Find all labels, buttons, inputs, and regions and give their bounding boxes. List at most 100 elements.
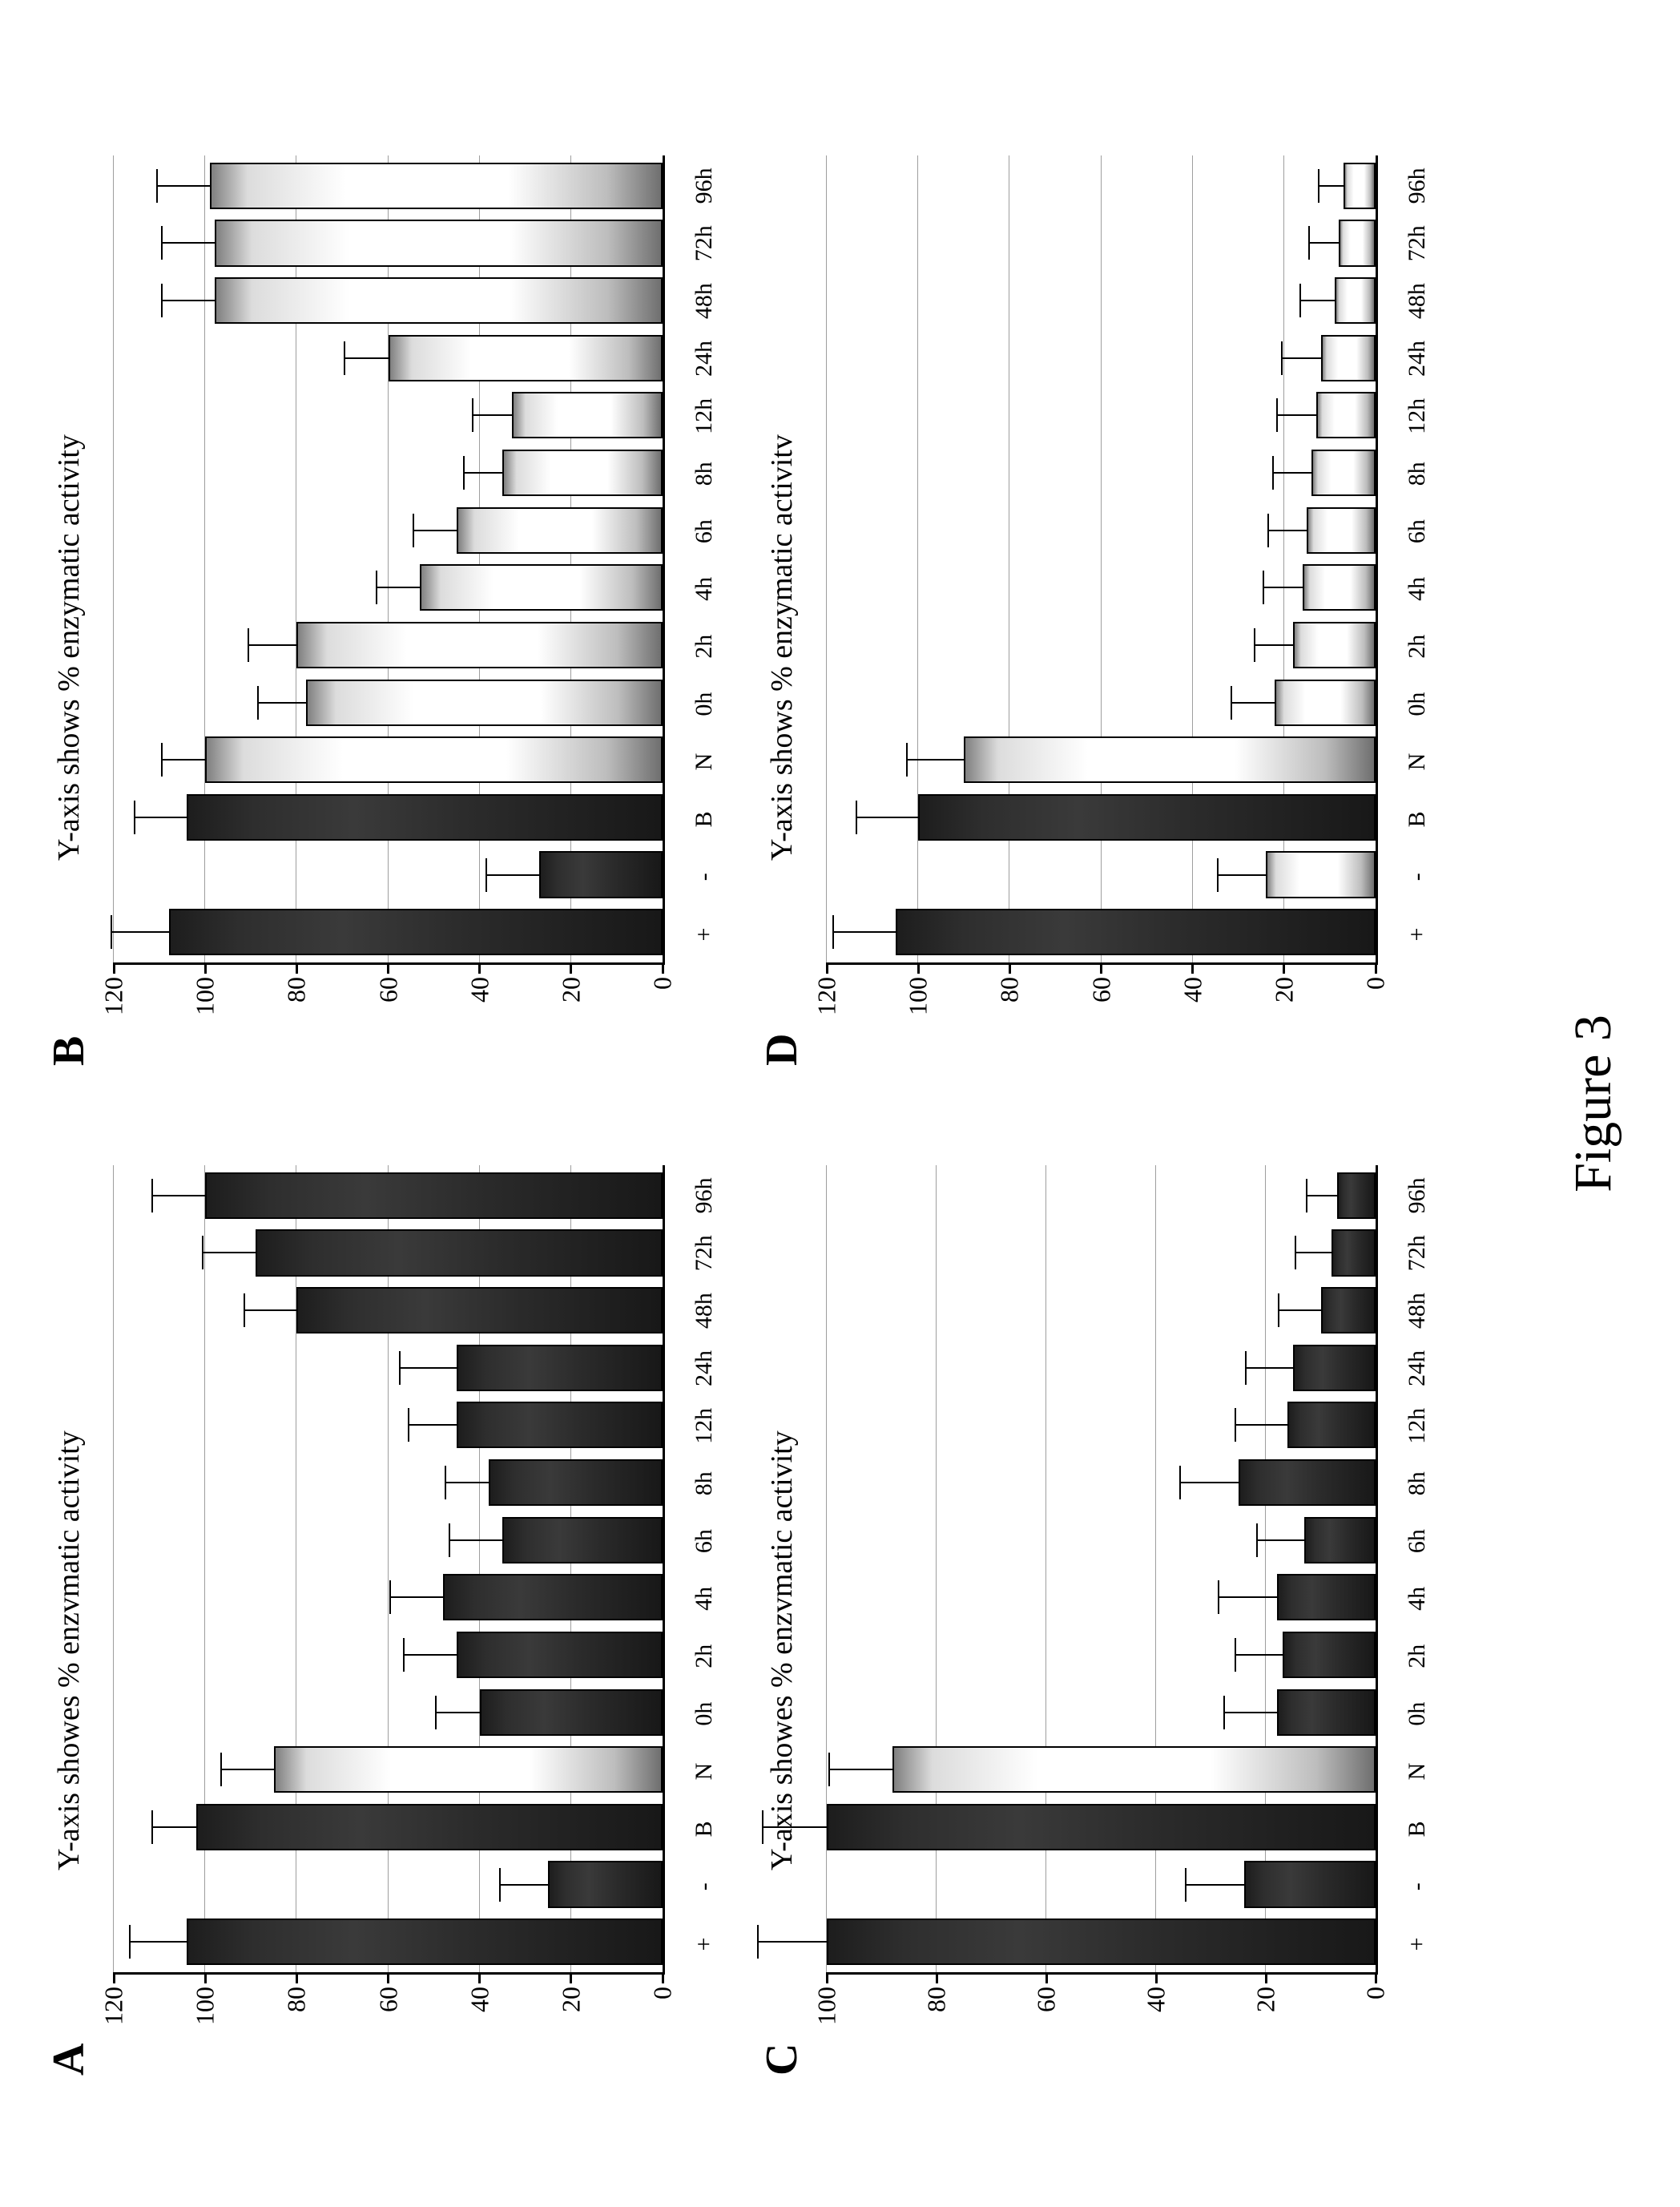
bar [296,1287,663,1333]
bar-slot [114,1283,663,1338]
y-tick [662,962,664,974]
y-tick-label: 20 [556,977,586,1035]
bar [187,794,663,841]
y-tick [387,962,389,974]
bar-slot [827,1800,1376,1854]
bar [256,1229,663,1276]
x-tick-label: 8h [1404,1456,1431,1511]
y-tick [1375,1972,1377,1983]
panel-letter: C [756,2044,808,2076]
x-tick-label: 72h [691,1226,718,1281]
bar [1321,1287,1376,1333]
bar-slot [114,503,663,558]
bar [1287,1402,1376,1448]
panel-B: BY-axis shows % enzymatic activity020406… [96,139,745,1053]
bar-slot [114,1685,663,1740]
bar-slot [827,1742,1376,1797]
bar [892,1746,1376,1793]
y-tick-label: 40 [1142,1987,1171,2044]
x-tick-label: - [691,849,718,904]
bar-slot [827,389,1376,443]
bar-slot [114,159,663,213]
bar-slot [114,1398,663,1453]
bar [1344,163,1376,209]
y-tick [296,1972,298,1983]
bar [205,1172,663,1219]
bar-slot [114,1858,663,1912]
figure-caption: Figure 3 [1563,0,1624,2207]
bar [1337,1172,1376,1219]
x-tick-label: 24h [1404,1342,1431,1396]
bar [210,163,663,209]
bar [457,507,663,554]
bar [420,564,663,611]
bar-slot [827,1398,1376,1453]
y-tick-label: 80 [995,977,1025,1035]
bar-slot [827,503,1376,558]
y-tick-label: 60 [373,1987,403,2044]
bar [1239,1459,1376,1506]
bar-slot [114,618,663,672]
bar [274,1746,663,1793]
y-tick [478,962,481,974]
bar [1307,507,1376,554]
y-tick [478,1972,481,1983]
panel-A: AY-axis showes % enzvmatic activity02040… [96,1149,745,2063]
bar-slot [114,1513,663,1567]
bar [548,1861,663,1907]
x-tick-label: + [691,907,718,962]
bar [502,1517,663,1563]
bar [1339,220,1376,266]
bar-slot [827,331,1376,385]
bar-slot [114,331,663,385]
bar-slot [827,446,1376,500]
x-tick-label: 0h [691,1687,718,1741]
y-tick-label: 40 [1178,977,1207,1035]
bar [457,1402,663,1448]
bar-slot [827,1341,1376,1395]
x-tick-label: 24h [691,332,718,386]
bar [480,1689,663,1736]
bar [457,1345,663,1391]
panel-D: DY-axis shows % enzymatic activitv020406… [809,139,1458,1053]
bar-slot [827,618,1376,672]
bar [502,450,663,496]
y-tick [204,962,207,974]
bar-slot [114,1571,663,1625]
plot-area: 020406080100120 [114,155,665,965]
bar [489,1459,663,1506]
bar-slot [114,1226,663,1281]
bars-container [827,155,1376,962]
x-tick-label: + [1404,907,1431,962]
x-tick-label: 0h [691,677,718,732]
x-tick-label: + [691,1917,718,1971]
bar [389,335,663,381]
bar [457,1632,663,1678]
x-tick-label: 12h [1404,389,1431,443]
bar-slot [827,790,1376,845]
bar [215,220,663,266]
bar-slot [114,389,663,443]
y-tick-label: 80 [282,977,312,1035]
bar-slot [827,1168,1376,1223]
bar-slot [827,1685,1376,1740]
x-tick-label: N [691,1745,718,1799]
y-tick [1045,1972,1048,1983]
bar-slot [114,446,663,500]
x-tick-label: - [691,1859,718,1914]
panel-subtitle: Y-axis showes % enzvmatic activity [51,1430,87,1870]
x-tick-label: 48h [1404,274,1431,329]
y-tick [1191,962,1194,974]
x-tick-label: 2h [691,619,718,674]
panel-C: CY-axis showes % enzvmatic activity02040… [809,1149,1458,2063]
x-tick-label: B [691,1802,718,1856]
bar [1293,1345,1376,1391]
bar-slot [827,905,1376,959]
x-tick-label: 96h [1404,159,1431,213]
x-tick-label: 6h [1404,504,1431,559]
x-tick-label: 96h [1404,1168,1431,1223]
bar-slot [827,1283,1376,1338]
page-root: AY-axis showes % enzvmatic activity02040… [0,0,1680,2207]
bar-slot [114,1742,663,1797]
x-tick-label: 8h [1404,446,1431,501]
